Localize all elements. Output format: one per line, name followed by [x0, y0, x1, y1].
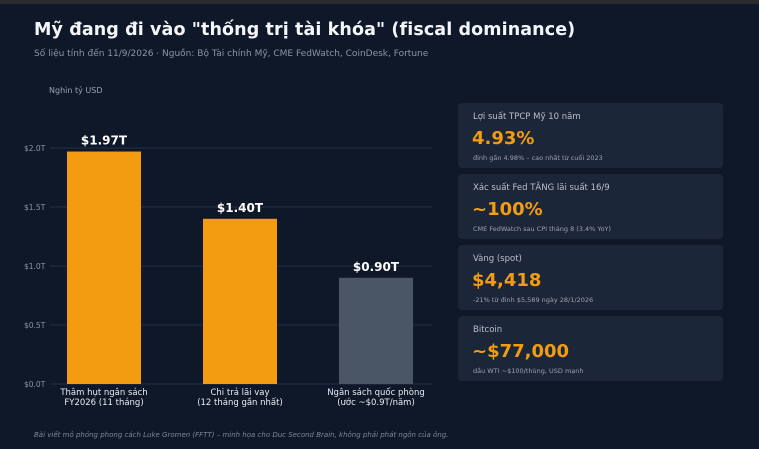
x-tick-label: FY2026 (11 tháng) [64, 398, 143, 408]
y-tick-label: $1.0T [24, 262, 46, 271]
bar-data-label: $1.97T [81, 134, 128, 148]
kpi-card-label: Xác suất Fed TĂNG lãi suất 16/9 [473, 183, 610, 193]
y-tick-label: $1.5T [24, 203, 46, 212]
kpi-card-label: Vàng (spot) [473, 254, 522, 264]
y-tick-label: $0.0T [24, 380, 46, 389]
page-subtitle: Số liệu tính đến 11/9/2026 · Nguồn: Bộ T… [34, 49, 429, 59]
kpi-card-value: 4.93% [472, 128, 535, 149]
footnote: Bài viết mô phỏng phong cách Luke Gromen… [34, 431, 449, 439]
bar-data-label: $0.90T [353, 260, 400, 274]
page-title: Mỹ đang đi vào "thống trị tài khóa" (fis… [34, 20, 576, 40]
kpi-card-value: ~100% [472, 199, 543, 220]
bar [203, 218, 277, 384]
bar [67, 151, 141, 384]
x-tick-label: Ngân sách quốc phòng [327, 387, 425, 398]
y-tick-label: $2.0T [24, 144, 46, 153]
kpi-card-bitcoin: Bitcoin ~$77,000 dầu WTI ~$100/thùng, US… [458, 316, 723, 381]
kpi-card-value: $4,418 [472, 270, 542, 291]
kpi-card-label: Bitcoin [473, 325, 503, 335]
top-strip [0, 0, 759, 4]
kpi-card-note: dầu WTI ~$100/thùng, USD mạnh [473, 367, 584, 375]
kpi-card-label: Lợi suất TPCP Mỹ 10 năm [473, 112, 581, 122]
kpi-card-note: đỉnh gần 4.98% – cao nhất từ cuối 2023 [473, 154, 603, 162]
kpi-card-value: ~$77,000 [472, 341, 570, 362]
bar-data-label: $1.40T [217, 201, 264, 215]
x-tick-label: Thâm hụt ngân sách [59, 388, 147, 398]
y-tick-label: $0.5T [24, 321, 46, 330]
x-tick-label: (ước ~$0.9T/năm) [337, 397, 415, 408]
kpi-card-note: -21% từ đỉnh $5,589 ngày 28/1/2026 [473, 296, 594, 304]
kpi-card-gold-spot: Vàng (spot) $4,418 -21% từ đỉnh $5,589 n… [458, 245, 723, 310]
y-axis-unit-label: Nghìn tỷ USD [49, 86, 103, 95]
x-tick-label: Chi trả lãi vay [210, 387, 269, 398]
kpi-card-fed-hike-probability: Xác suất Fed TĂNG lãi suất 16/9 ~100% CM… [458, 174, 723, 239]
x-tick-label: (12 tháng gần nhất) [197, 397, 283, 408]
bar [339, 277, 413, 384]
kpi-card-treasury-yield: Lợi suất TPCP Mỹ 10 năm 4.93% đỉnh gần 4… [458, 103, 723, 168]
kpi-card-note: CME FedWatch sau CPI tháng 8 (3.4% YoY) [473, 225, 611, 233]
